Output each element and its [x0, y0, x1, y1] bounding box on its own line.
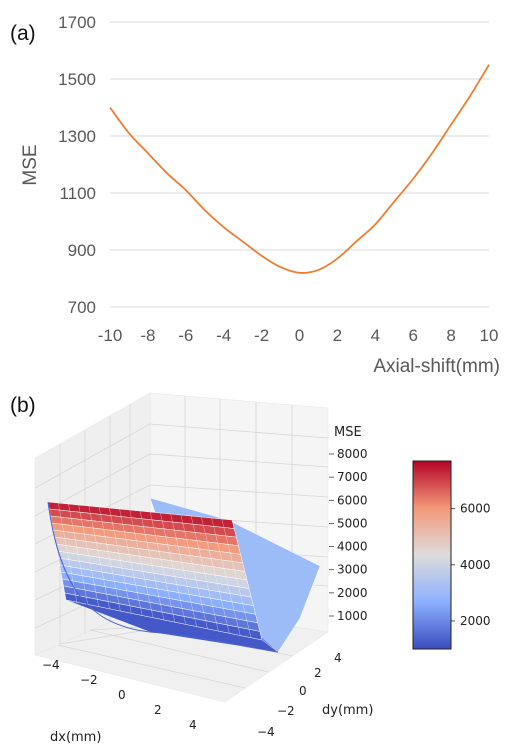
colorbar-tick-label: 2000: [460, 614, 491, 628]
z-tick-label: 4000: [337, 540, 368, 554]
z-tick-labels: 1000 2000 3000 4000 5000 6000 7000 8000: [329, 447, 368, 623]
z-tick-label: 1000: [337, 609, 368, 623]
z-tick-label: 6000: [337, 493, 368, 507]
z-tick-label: 2000: [337, 586, 368, 600]
x-tick-b: −4: [42, 658, 60, 672]
y-tick-b: 0: [299, 684, 307, 698]
z-tick-label: 7000: [337, 470, 368, 484]
y-tick-b: −2: [277, 704, 295, 718]
colorbar: [413, 461, 451, 649]
colorbar-tick-label: 6000: [460, 502, 491, 516]
x-tick-b: −2: [80, 673, 98, 687]
colorbar-tick-label: 4000: [460, 558, 491, 572]
y-tick-b: 2: [314, 666, 322, 680]
x-tick-b: 0: [118, 688, 126, 702]
z-tick-label: 8000: [337, 447, 368, 461]
y-tick-b: −4: [257, 725, 275, 739]
y-axis-title-b: dy(mm): [322, 703, 373, 718]
panel-label-b: (b): [10, 394, 36, 417]
z-tick-label: 3000: [337, 563, 368, 577]
colorbar-ticks: 2000 4000 6000: [451, 502, 491, 628]
z-tick-label: 5000: [337, 516, 368, 530]
x-tick-b: 2: [154, 703, 162, 717]
x-tick-b: 4: [189, 718, 197, 732]
y-tick-b: 4: [334, 651, 342, 665]
x-axis-title-b: dx(mm): [50, 730, 101, 745]
z-axis-title: MSE: [334, 425, 362, 440]
